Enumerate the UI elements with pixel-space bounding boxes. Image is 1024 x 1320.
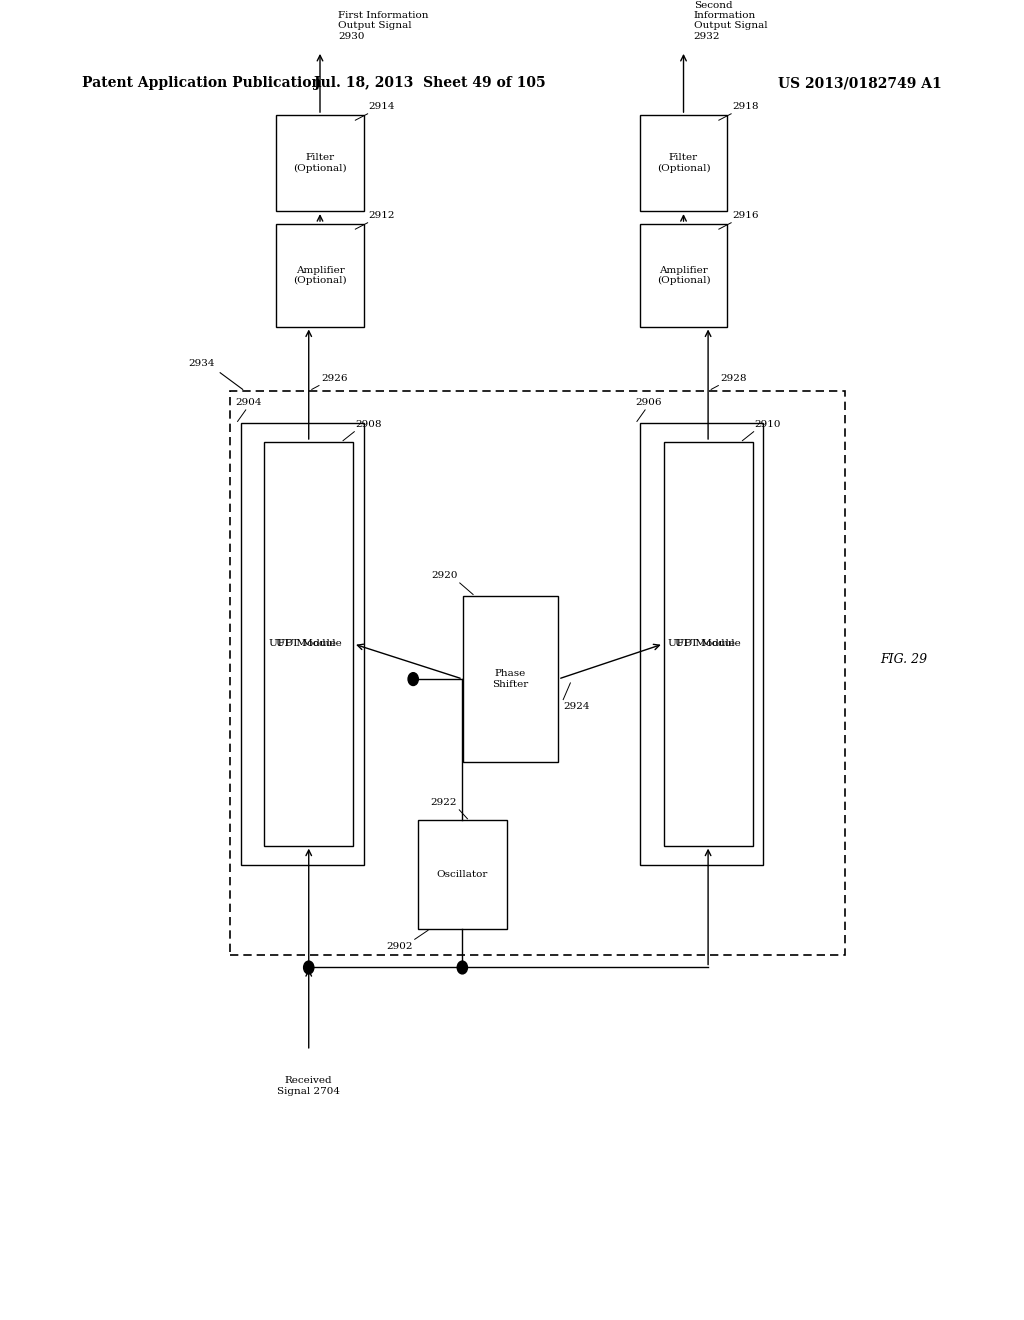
Text: Filter
(Optional): Filter (Optional) <box>656 153 711 173</box>
Bar <box>241 422 364 865</box>
Text: US 2013/0182749 A1: US 2013/0182749 A1 <box>778 77 942 90</box>
Bar <box>640 115 727 211</box>
Text: 2904: 2904 <box>236 399 262 408</box>
Text: 2934: 2934 <box>188 359 215 367</box>
Text: FIG. 29: FIG. 29 <box>881 653 928 667</box>
Text: UFT Module: UFT Module <box>675 639 741 648</box>
Bar <box>664 442 753 846</box>
Circle shape <box>408 673 418 685</box>
Bar <box>640 224 727 326</box>
Text: 2908: 2908 <box>355 420 382 429</box>
Text: 2916: 2916 <box>732 211 759 220</box>
Text: 2922: 2922 <box>431 799 457 808</box>
Text: Amplifier
(Optional): Amplifier (Optional) <box>293 265 347 285</box>
Text: 2928: 2928 <box>721 374 746 383</box>
Text: UFT Module: UFT Module <box>275 639 342 648</box>
Bar <box>276 224 364 326</box>
Bar <box>640 422 763 865</box>
Text: First Information
Output Signal
2930: First Information Output Signal 2930 <box>338 11 429 41</box>
Text: 2918: 2918 <box>732 102 759 111</box>
Text: 2910: 2910 <box>755 420 781 429</box>
Text: UFD Module: UFD Module <box>668 639 735 648</box>
Text: Second
Information
Output Signal
2932: Second Information Output Signal 2932 <box>694 0 767 41</box>
Text: 2914: 2914 <box>369 102 395 111</box>
Text: 2912: 2912 <box>369 211 395 220</box>
Text: Filter
(Optional): Filter (Optional) <box>293 153 347 173</box>
Bar <box>276 115 364 211</box>
Bar <box>264 442 353 846</box>
Text: 2902: 2902 <box>386 942 413 950</box>
Bar <box>230 391 845 954</box>
Text: Received
Signal 2704: Received Signal 2704 <box>278 1076 340 1096</box>
Text: 2926: 2926 <box>322 374 347 383</box>
Bar <box>418 820 507 929</box>
Text: Amplifier
(Optional): Amplifier (Optional) <box>656 265 711 285</box>
Text: Patent Application Publication: Patent Application Publication <box>82 77 322 90</box>
Circle shape <box>457 961 468 974</box>
Text: 2924: 2924 <box>563 702 590 711</box>
Text: 2920: 2920 <box>431 572 458 581</box>
Bar <box>463 595 558 763</box>
Text: Phase
Shifter: Phase Shifter <box>493 669 528 689</box>
Circle shape <box>303 961 313 974</box>
Text: Jul. 18, 2013  Sheet 49 of 105: Jul. 18, 2013 Sheet 49 of 105 <box>314 77 546 90</box>
Text: UFD Module: UFD Module <box>268 639 336 648</box>
Text: 2906: 2906 <box>635 399 662 408</box>
Text: Oscillator: Oscillator <box>436 870 488 879</box>
